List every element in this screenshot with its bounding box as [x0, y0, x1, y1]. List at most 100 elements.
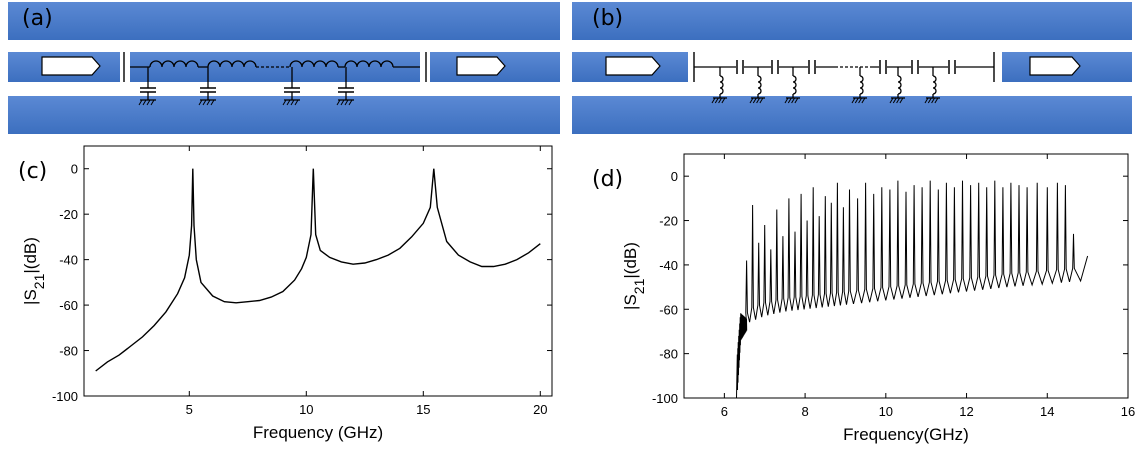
chart-c-plot-frame [83, 145, 553, 397]
chart-c-x-tick-label: 15 [416, 402, 430, 417]
ground-hatch [931, 97, 936, 104]
input-port-arrow-icon-b [605, 56, 661, 76]
chart-c-y-axis-label: |S21|(dB) [21, 237, 47, 305]
panel-label-c: (c) [18, 159, 47, 184]
ground-hatch [336, 99, 341, 106]
chart-c-y-tick-label: -60 [59, 298, 78, 313]
shunt-inductor-icon [792, 75, 797, 95]
ground-hatch [142, 99, 147, 106]
ground-hatch [206, 99, 211, 106]
ylabel-main: |S [21, 289, 40, 305]
chart-d-plot-frame [683, 153, 1129, 399]
inductor-icon [344, 60, 394, 68]
ground-hatch [202, 99, 207, 106]
ground-hatch [854, 97, 859, 104]
chart-c: (c) 5 10 15 20 0 -20 -40 -60 -80 -100 Frequency (G… [18, 145, 553, 442]
ground-hatch [889, 97, 894, 104]
ground-hatch [861, 97, 866, 104]
inductor-icon [289, 60, 339, 68]
ylabel-tail: |(dB) [21, 237, 40, 274]
ground-hatch [282, 99, 287, 106]
ground-hatch [344, 99, 349, 106]
ground-hatch [851, 97, 856, 104]
ground-hatch [892, 97, 897, 104]
chart-d-y-axis-label: |S21|(dB) [621, 242, 647, 310]
chart-d-y-tick-label: -100 [652, 391, 678, 406]
inductor-icon [149, 60, 199, 68]
chart-c-y-tick-label: -100 [52, 389, 78, 404]
lc-ladder-lines [130, 60, 420, 106]
shunt-inductor-icon [757, 75, 762, 95]
chart-d-y-tick-label: -20 [659, 214, 678, 229]
ylabel-sub: 21 [31, 273, 47, 289]
shunt-inductor-icon [719, 75, 724, 95]
ground-hatch [210, 99, 215, 106]
output-port-arrow-icon-b [1029, 56, 1081, 76]
ylabel-tail: |(dB) [621, 242, 640, 279]
shunt-inductor-icon [932, 75, 937, 95]
chart-d-series-line [736, 180, 1089, 399]
chart-c-y-tick-label: -40 [59, 253, 78, 268]
chart-c-series-line [95, 168, 541, 372]
gap [771, 60, 779, 74]
chart-c-x-tick-label: 5 [186, 402, 193, 417]
ground-hatch [714, 97, 719, 104]
ground-plane-bottom [8, 96, 560, 134]
shunt-inductor-icon [897, 75, 902, 95]
gap [911, 60, 919, 74]
chart-c-y-tick-label: -80 [59, 344, 78, 359]
ground-hatch [146, 99, 151, 106]
ground-plane-top [8, 2, 560, 40]
ylabel-sub: 21 [631, 278, 647, 294]
ground-plane-bottom-b [572, 96, 1132, 134]
ground-hatch [198, 99, 203, 106]
ground-hatch [711, 97, 716, 104]
gap [808, 60, 816, 74]
ground-hatch [348, 99, 353, 106]
gap [948, 60, 956, 74]
chart-c-x-axis-label: Frequency (GHz) [253, 423, 383, 442]
ylabel-main: |S [621, 294, 640, 310]
ground-hatch [752, 97, 757, 104]
ground-hatch [718, 97, 723, 104]
ground-plane-top-b [572, 2, 1132, 40]
ground-hatch [896, 97, 901, 104]
chain-lines [693, 52, 995, 104]
chart-d-y-tick-label: 0 [671, 169, 678, 184]
ground-hatch [858, 97, 863, 104]
ground-hatch [784, 97, 789, 104]
ground-hatch [290, 99, 295, 106]
chart-c-x-tick-label: 20 [533, 402, 547, 417]
chart-d-x-tick-label: 10 [879, 404, 893, 419]
ground-hatch [899, 97, 904, 104]
ground-hatch [756, 97, 761, 104]
ground-hatch [934, 97, 939, 104]
chart-d: (d) 6 8 10 12 14 16 0 -20 -40 -60 -80 -100 Frequency… [592, 153, 1135, 444]
ground-hatch [791, 97, 796, 104]
gap [736, 60, 744, 74]
ground-hatch [927, 97, 932, 104]
ground-hatch [721, 97, 726, 104]
panel-a-circuit: (a) [8, 2, 560, 134]
ground-hatch [286, 99, 291, 106]
ground-hatch [294, 99, 299, 106]
chart-d-x-tick-label: 6 [721, 404, 728, 419]
ground-hatch [138, 99, 143, 106]
chart-c-x-tick-label: 10 [299, 402, 313, 417]
inductor-icon [207, 60, 257, 68]
chart-d-y-tick-label: -40 [659, 258, 678, 273]
panel-b-circuit: (b) [572, 2, 1132, 134]
ground-hatch [150, 99, 155, 106]
ground-hatch [794, 97, 799, 104]
resonator-strip [130, 52, 420, 82]
chart-d-y-tick-label: -80 [659, 347, 678, 362]
chart-c-y-tick-label: 0 [71, 162, 78, 177]
chart-d-y-tick-label: -60 [659, 302, 678, 317]
shunt-inductor-icon [859, 75, 864, 95]
chart-c-y-tick-label: -20 [59, 207, 78, 222]
chart-d-x-tick-label: 8 [801, 404, 808, 419]
panel-label-b: (b) [592, 6, 623, 31]
ground-hatch [787, 97, 792, 104]
chart-d-x-tick-label: 16 [1121, 404, 1135, 419]
